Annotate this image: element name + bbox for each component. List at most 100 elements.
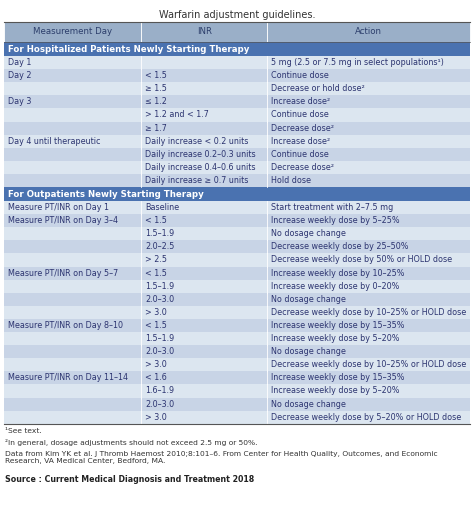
Text: Decrease or hold dose²: Decrease or hold dose² [271, 84, 365, 93]
Text: < 1.5: < 1.5 [146, 268, 167, 278]
Bar [4, 95, 470, 108]
Text: Decrease weekly dose by 5–20% or HOLD dose: Decrease weekly dose by 5–20% or HOLD do… [271, 413, 462, 422]
Bar [4, 358, 470, 371]
Text: ≤ 1.2: ≤ 1.2 [146, 97, 167, 106]
Text: No dosage change: No dosage change [271, 295, 346, 304]
Text: 1.5–1.9: 1.5–1.9 [146, 334, 175, 343]
Text: > 3.0: > 3.0 [146, 413, 167, 422]
Bar [4, 411, 470, 424]
Text: Continue dose: Continue dose [271, 71, 329, 80]
Text: Increase dose²: Increase dose² [271, 97, 330, 106]
Bar [4, 174, 470, 187]
Bar [4, 134, 470, 147]
Bar [4, 161, 470, 174]
Text: Increase weekly dose by 15–35%: Increase weekly dose by 15–35% [271, 373, 405, 382]
Text: Measure PT/INR on Day 11–14: Measure PT/INR on Day 11–14 [8, 373, 128, 382]
Bar [267, 22, 470, 42]
Bar [4, 69, 470, 82]
Text: Decrease weekly dose by 10–25% or HOLD dose: Decrease weekly dose by 10–25% or HOLD d… [271, 360, 466, 369]
Text: Continue dose: Continue dose [271, 110, 329, 119]
Text: Action: Action [355, 28, 382, 37]
Text: ¹See text.: ¹See text. [5, 428, 42, 434]
Bar [4, 332, 470, 345]
Text: 1.6–1.9: 1.6–1.9 [146, 386, 174, 395]
Text: < 1.5: < 1.5 [146, 216, 167, 225]
Text: Decrease weekly dose by 25–50%: Decrease weekly dose by 25–50% [271, 242, 409, 252]
Text: ²In general, dosage adjustments should not exceed 2.5 mg or 50%.: ²In general, dosage adjustments should n… [5, 439, 257, 446]
Bar [4, 384, 470, 397]
Bar [4, 345, 470, 358]
Text: Increase weekly dose by 10–25%: Increase weekly dose by 10–25% [271, 268, 405, 278]
Text: Increase weekly dose by 5–25%: Increase weekly dose by 5–25% [271, 216, 400, 225]
Text: Daily increase 0.2–0.3 units: Daily increase 0.2–0.3 units [146, 150, 256, 159]
Bar [141, 22, 267, 42]
Text: Day 3: Day 3 [8, 97, 31, 106]
Text: Hold dose: Hold dose [271, 176, 311, 185]
Bar [4, 371, 470, 384]
Text: Daily increase 0.4–0.6 units: Daily increase 0.4–0.6 units [146, 163, 256, 172]
Bar [4, 293, 470, 306]
Text: No dosage change: No dosage change [271, 229, 346, 238]
Text: 1.5–1.9: 1.5–1.9 [146, 229, 175, 238]
Text: Decrease weekly dose by 50% or HOLD dose: Decrease weekly dose by 50% or HOLD dose [271, 255, 452, 265]
Text: Start treatment with 2–7.5 mg: Start treatment with 2–7.5 mg [271, 203, 393, 212]
Text: Source : Current Medical Diagnosis and Treatment 2018: Source : Current Medical Diagnosis and T… [5, 475, 254, 484]
Bar [4, 280, 470, 293]
Text: Decrease dose²: Decrease dose² [271, 123, 334, 132]
Text: 2.0–3.0: 2.0–3.0 [146, 295, 174, 304]
Text: ≥ 1.7: ≥ 1.7 [146, 123, 167, 132]
Bar [4, 82, 470, 95]
Text: > 1.2 and < 1.7: > 1.2 and < 1.7 [146, 110, 210, 119]
Bar [4, 42, 470, 56]
Text: > 2.5: > 2.5 [146, 255, 167, 265]
Text: Day 2: Day 2 [8, 71, 31, 80]
Text: Measurement Day: Measurement Day [33, 28, 112, 37]
Bar [4, 201, 470, 214]
Text: Continue dose: Continue dose [271, 150, 329, 159]
Text: Increase weekly dose by 5–20%: Increase weekly dose by 5–20% [271, 386, 400, 395]
Text: Data from Kim YK et al. J Thromb Haemost 2010;8:101–6. From Center for Health Qu: Data from Kim YK et al. J Thromb Haemost… [5, 451, 438, 464]
Text: No dosage change: No dosage change [271, 347, 346, 356]
Text: < 1.5: < 1.5 [146, 71, 167, 80]
Bar [4, 214, 470, 227]
Bar [4, 319, 470, 332]
Text: < 1.5: < 1.5 [146, 321, 167, 330]
Bar [4, 56, 470, 69]
Bar [4, 121, 470, 134]
Text: 1.5–1.9: 1.5–1.9 [146, 282, 175, 291]
Text: 2.0–3.0: 2.0–3.0 [146, 347, 174, 356]
Bar [4, 240, 470, 254]
Text: Measure PT/INR on Day 1: Measure PT/INR on Day 1 [8, 203, 109, 212]
Text: No dosage change: No dosage change [271, 400, 346, 408]
Bar [4, 108, 470, 121]
Text: Measure PT/INR on Day 8–10: Measure PT/INR on Day 8–10 [8, 321, 123, 330]
Text: For Outpatients Newly Starting Therapy: For Outpatients Newly Starting Therapy [8, 189, 204, 199]
Text: < 1.6: < 1.6 [146, 373, 167, 382]
Bar [4, 254, 470, 267]
Text: 5 mg (2.5 or 7.5 mg in select populations¹): 5 mg (2.5 or 7.5 mg in select population… [271, 58, 444, 67]
Text: Warfarin adjustment guidelines.: Warfarin adjustment guidelines. [159, 10, 315, 20]
Text: Daily increase < 0.2 units: Daily increase < 0.2 units [146, 137, 249, 145]
Text: Increase weekly dose by 15–35%: Increase weekly dose by 15–35% [271, 321, 405, 330]
Text: Decrease weekly dose by 10–25% or HOLD dose: Decrease weekly dose by 10–25% or HOLD d… [271, 308, 466, 317]
Text: Increase weekly dose by 5–20%: Increase weekly dose by 5–20% [271, 334, 400, 343]
Text: 2.0–3.0: 2.0–3.0 [146, 400, 174, 408]
Bar [4, 147, 470, 161]
Text: Daily increase ≥ 0.7 units: Daily increase ≥ 0.7 units [146, 176, 249, 185]
Text: Measure PT/INR on Day 3–4: Measure PT/INR on Day 3–4 [8, 216, 118, 225]
Text: Baseline: Baseline [146, 203, 180, 212]
Text: For Hospitalized Patients Newly Starting Therapy: For Hospitalized Patients Newly Starting… [8, 44, 249, 53]
Bar [4, 187, 470, 201]
Bar [4, 227, 470, 240]
Text: 2.0–2.5: 2.0–2.5 [146, 242, 175, 252]
Text: Increase weekly dose by 0–20%: Increase weekly dose by 0–20% [271, 282, 400, 291]
Text: Day 1: Day 1 [8, 58, 31, 67]
Text: > 3.0: > 3.0 [146, 360, 167, 369]
Bar [4, 22, 141, 42]
Bar [4, 267, 470, 280]
Text: INR: INR [197, 28, 212, 37]
Text: Increase dose²: Increase dose² [271, 137, 330, 145]
Text: ≥ 1.5: ≥ 1.5 [146, 84, 167, 93]
Bar [4, 306, 470, 319]
Text: Day 4 until therapeutic: Day 4 until therapeutic [8, 137, 100, 145]
